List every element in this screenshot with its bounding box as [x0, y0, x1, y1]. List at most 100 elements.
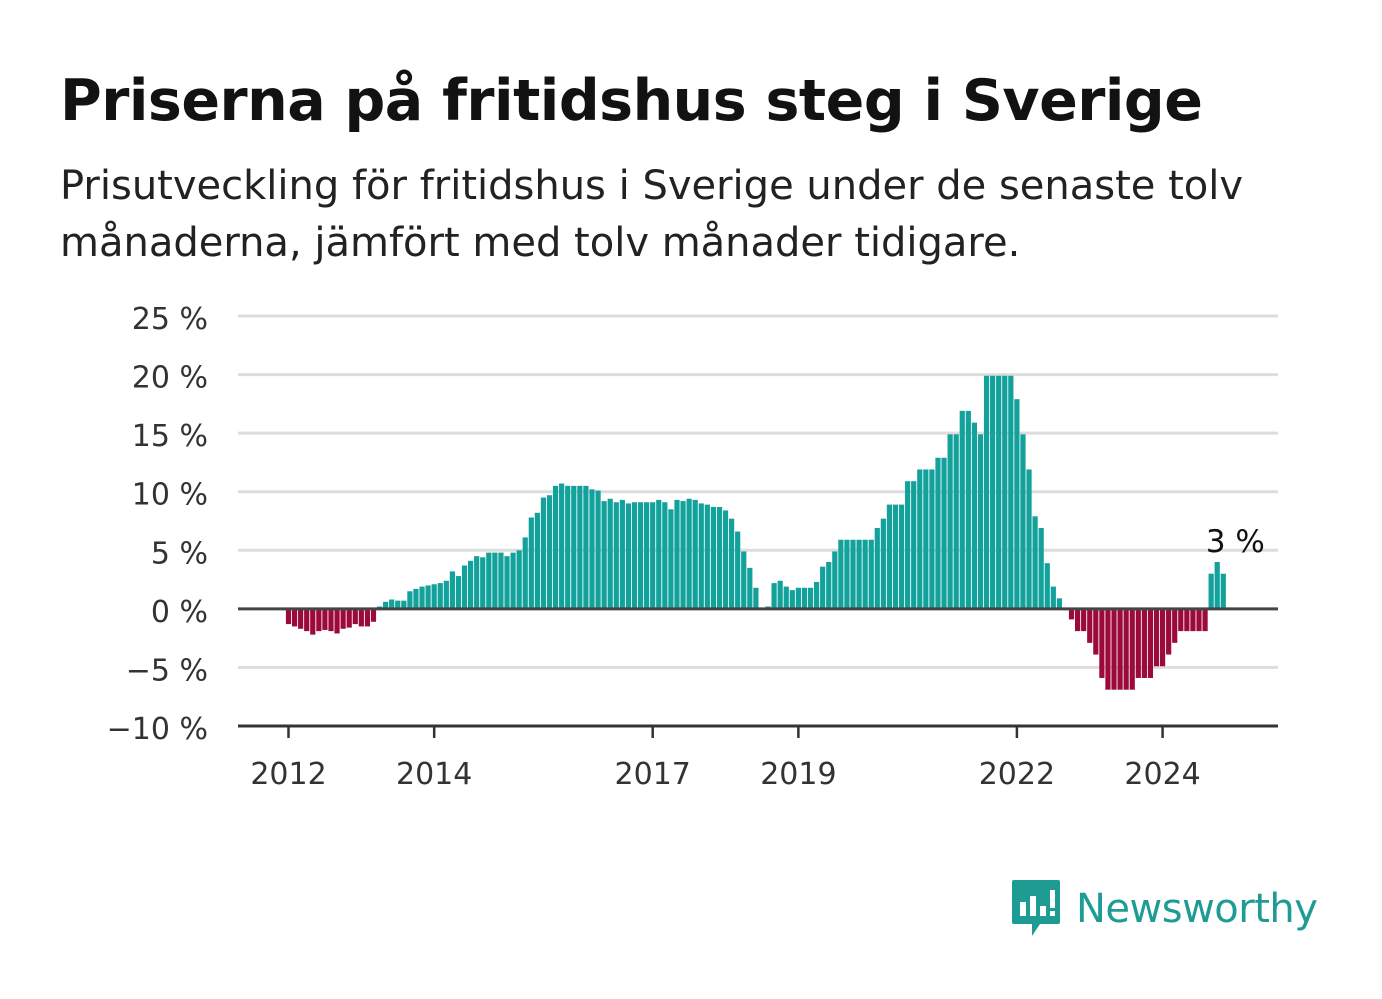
bar: [1117, 608, 1123, 690]
bar: [370, 608, 377, 622]
bar: [1002, 375, 1008, 609]
bar: [461, 565, 468, 609]
bar: [704, 504, 710, 609]
bar: [364, 608, 371, 627]
y-tick-label: −5 %: [126, 653, 208, 688]
bar: [807, 587, 814, 609]
bar: [298, 608, 304, 629]
bar: [971, 422, 978, 609]
tick-labels: 25 % 20 % 15 % 10 % 5 % 0 % −5 % −10 % 2012 2014 2…: [107, 302, 1265, 792]
bar: [753, 587, 759, 609]
bar: [431, 584, 437, 609]
bar: [935, 457, 941, 609]
bar: [953, 434, 959, 609]
bar: [358, 608, 364, 627]
bar: [795, 587, 801, 609]
bar: [862, 539, 868, 609]
bar: [1075, 608, 1081, 632]
bar: [546, 495, 553, 609]
bar: [856, 539, 862, 609]
bar: [480, 557, 486, 609]
bar: [783, 586, 789, 609]
x-tick-label: 2014: [396, 757, 472, 792]
bar: [310, 608, 316, 635]
bar: [1050, 586, 1056, 609]
bar: [698, 503, 704, 609]
bar: [692, 499, 698, 609]
bar: [820, 566, 826, 609]
bar: [1044, 563, 1050, 609]
bar: [613, 502, 619, 609]
last-value-annotation: 3 %: [1206, 524, 1265, 560]
bar: [917, 469, 923, 609]
y-tick-label: 5 %: [151, 536, 208, 571]
bar: [996, 375, 1002, 609]
bar: [577, 485, 583, 609]
bar: [571, 485, 577, 609]
bar: [813, 581, 820, 609]
bar: [1135, 608, 1141, 678]
bar: [880, 518, 886, 609]
bar: [868, 539, 874, 609]
bar: [990, 375, 996, 609]
gridlines: [238, 314, 1278, 669]
bar: [1147, 608, 1154, 678]
bar: [389, 599, 395, 609]
bar: [419, 586, 425, 609]
bar: [1026, 469, 1032, 609]
bar: [1184, 608, 1190, 632]
bar: [722, 510, 729, 609]
bar: [528, 517, 534, 609]
bar: [1153, 608, 1160, 667]
bar: [729, 518, 735, 609]
x-tick-label: 2012: [250, 757, 326, 792]
bar: [874, 528, 880, 609]
bar: [1172, 608, 1178, 643]
y-tick-label: 10 %: [132, 478, 208, 513]
x-tick-label: 2019: [760, 757, 836, 792]
bar: [668, 509, 674, 609]
bar: [771, 583, 777, 609]
bar: [510, 552, 516, 609]
bar: [710, 506, 716, 609]
bar: [716, 506, 723, 609]
bar: [625, 503, 632, 609]
bar: [304, 608, 310, 632]
bar: [589, 489, 595, 609]
bar: [1220, 573, 1226, 609]
bar: [656, 499, 662, 609]
bar: [352, 608, 358, 625]
bar: [947, 434, 953, 609]
bar: [1099, 608, 1105, 678]
bar: [291, 608, 298, 627]
bar: [328, 608, 334, 632]
bar: [559, 483, 565, 609]
bar: [413, 588, 419, 609]
bar-series: [285, 375, 1226, 690]
bar: [383, 601, 389, 609]
bar: [322, 608, 328, 630]
bar: [850, 539, 856, 609]
bar: [401, 600, 407, 609]
bar: [1190, 608, 1196, 632]
bar: [449, 571, 455, 609]
bar: [735, 531, 741, 609]
bar: [540, 497, 547, 609]
bar: [516, 550, 522, 609]
bar: [1020, 434, 1026, 609]
bar: [680, 501, 686, 609]
bar: [905, 481, 911, 609]
bar: [455, 576, 462, 609]
bar: [1111, 608, 1117, 690]
chart-title: Priserna på fritidshus steg i Sverige: [60, 68, 1203, 134]
newsworthy-brand: Newsworthy: [1010, 878, 1318, 940]
y-tick-label: −10 %: [107, 712, 208, 747]
y-tick-label: 20 %: [132, 361, 208, 396]
bar: [1032, 516, 1038, 609]
bar-chart: 25 % 20 % 15 % 10 % 5 % 0 % −5 % −10 % 2012 2014 2…: [107, 302, 1278, 792]
bar: [1123, 608, 1129, 690]
bar: [1178, 608, 1184, 632]
bar: [425, 585, 431, 609]
bar: [1008, 375, 1014, 609]
bar: [826, 562, 832, 609]
